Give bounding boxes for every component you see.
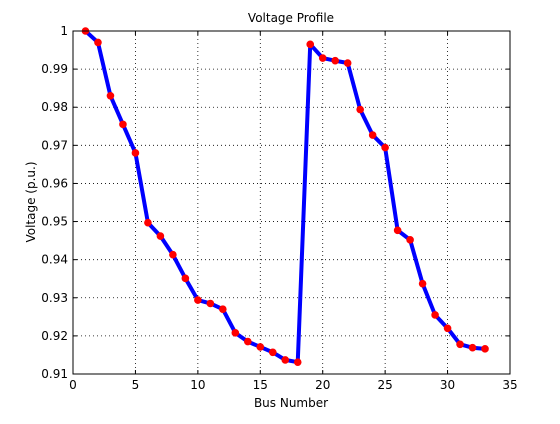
data-point xyxy=(456,340,464,349)
grid-layer xyxy=(73,31,510,374)
data-point xyxy=(131,149,140,157)
y-tick-label: 0.92 xyxy=(41,329,68,343)
chart-title: Voltage Profile xyxy=(248,11,334,25)
data-point xyxy=(443,324,452,333)
x-tick-label: 15 xyxy=(253,378,268,392)
data-point xyxy=(381,143,389,152)
y-axis-label: Voltage (p.u.) xyxy=(24,161,38,242)
x-tick-label: 0 xyxy=(69,378,77,392)
data-point xyxy=(418,279,427,288)
data-point xyxy=(293,358,302,366)
data-point xyxy=(219,305,227,314)
data-point xyxy=(256,343,265,351)
data-point xyxy=(481,345,489,353)
x-axis-label: Bus Number xyxy=(254,396,328,410)
data-point xyxy=(156,232,165,240)
y-tick-label: 0.93 xyxy=(41,291,68,305)
data-point xyxy=(268,348,277,357)
x-tick-label: 20 xyxy=(315,378,330,392)
data-point xyxy=(244,337,252,346)
tick-label-layer: 0 5 10 15 20 25 30 35 0.91 0.92 0.93 0.94 0.95 0.96 0.… xyxy=(41,24,517,392)
data-point xyxy=(194,296,202,304)
data-point xyxy=(106,91,115,100)
y-tick-label: 0.96 xyxy=(41,176,68,190)
y-tick-label: 0.97 xyxy=(41,138,68,152)
data-point xyxy=(368,131,377,139)
data-point xyxy=(331,56,340,65)
data-point xyxy=(431,311,439,319)
x-tick-label: 10 xyxy=(190,378,205,392)
data-point xyxy=(468,343,477,352)
data-point xyxy=(306,40,315,49)
data-point xyxy=(206,299,215,308)
y-tick-label: 0.99 xyxy=(41,62,68,76)
x-tick-label: 30 xyxy=(440,378,455,392)
data-point xyxy=(281,356,290,364)
data-point xyxy=(144,218,152,227)
y-tick-label: 0.95 xyxy=(41,215,68,229)
x-tick-label: 35 xyxy=(502,378,517,392)
x-tick-label: 25 xyxy=(378,378,393,392)
data-point xyxy=(181,274,190,283)
data-point xyxy=(231,329,240,337)
data-point xyxy=(94,38,102,47)
y-tick-label: 0.94 xyxy=(41,253,68,267)
data-point xyxy=(343,59,352,67)
data-point xyxy=(169,250,177,259)
data-point xyxy=(356,105,364,114)
data-point xyxy=(318,54,327,62)
y-tick-label: 0.98 xyxy=(41,100,68,114)
data-point xyxy=(406,236,414,244)
data-point xyxy=(393,226,402,235)
series-layer xyxy=(81,27,489,366)
x-tick-label: 5 xyxy=(132,378,140,392)
data-point xyxy=(119,120,127,129)
y-tick-label: 1 xyxy=(60,24,68,38)
plot-frame xyxy=(72,30,511,375)
y-tick-label: 0.91 xyxy=(41,367,68,381)
